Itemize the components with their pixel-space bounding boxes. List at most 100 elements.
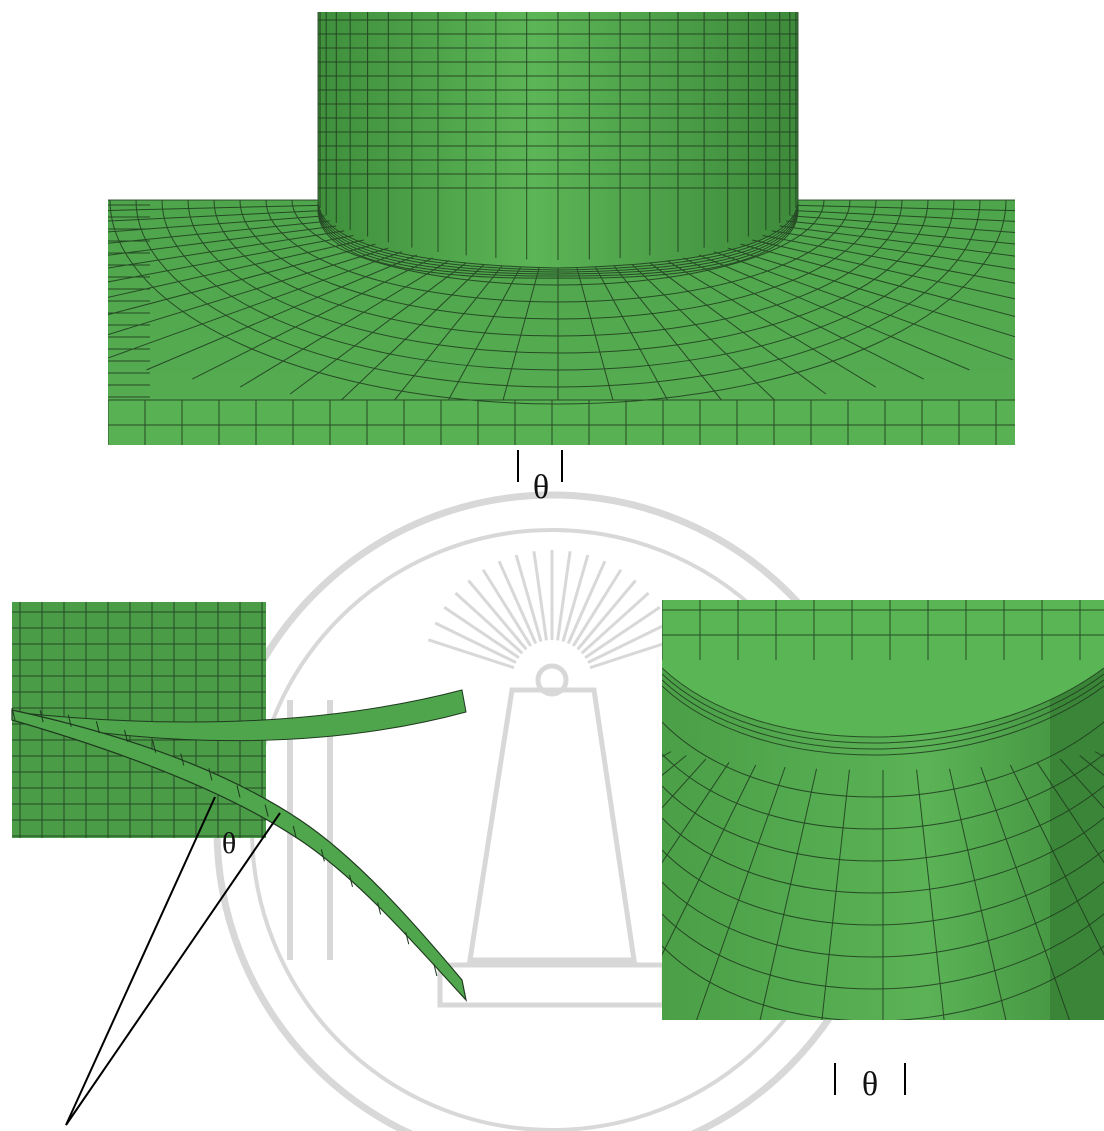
mesh-line [696,766,786,1020]
mesh-line [791,215,1015,233]
mesh-line [108,243,376,316]
mesh-line [180,753,185,766]
mesh-line [613,265,722,401]
mesh-line [320,849,325,862]
watermark-ray [576,579,637,651]
watermark-ray [589,638,677,670]
mesh-line [727,247,1015,338]
mesh-line [1059,758,1104,809]
watermark-ray [571,568,623,647]
mesh-line [752,239,1015,300]
mesh-line [108,251,403,359]
angle-lines [65,796,281,1126]
mesh-line [662,849,1104,926]
mesh-line [662,679,1104,750]
mesh-line [662,817,1104,894]
watermark-ray [561,554,590,642]
mesh-line [762,235,1015,284]
mesh-line [740,243,1015,318]
mesh-line [289,262,467,395]
mesh-line [662,751,672,758]
mesh-line [67,714,72,727]
mesh-line [662,667,1104,738]
mesh-line [405,932,410,945]
watermark-ray [497,560,538,645]
mesh-line [595,266,668,401]
mesh-line [208,768,213,781]
mesh-line [108,220,330,244]
watermark-ray [443,606,520,659]
mesh-line [108,204,319,211]
mesh-line [146,254,418,371]
mesh-line [683,257,924,380]
mesh-line [341,264,485,401]
mesh-line [662,785,1104,862]
mesh-line [502,267,540,401]
mesh-line [576,267,614,401]
mesh-line [759,768,818,1020]
mesh-line [666,260,877,388]
watermark-ray [566,560,607,645]
mesh-line [631,264,775,401]
mesh-line [662,881,1104,958]
watermark-ray [434,621,517,664]
mesh-line [108,215,325,233]
left-mesh-panel [11,602,468,1126]
top-mesh-panel [108,12,1015,445]
mesh-line [662,913,1104,990]
mesh-line [948,768,1007,1020]
mesh-line [394,265,503,401]
mesh-line [108,235,354,283]
mesh-line [236,785,241,798]
watermark-ray [556,551,572,641]
watermark-ray [584,606,661,659]
watermark-ray [481,568,533,647]
mesh-line [662,753,1104,830]
mesh-line [39,710,44,723]
mesh-line [433,963,438,977]
mesh-line [662,762,730,864]
watermark-ray [454,591,524,655]
mesh-line [239,260,450,388]
watermark-ray [580,591,650,655]
mesh-line [662,673,1104,744]
mesh-line [152,740,157,753]
mesh-line [771,230,1015,270]
mesh-line [292,825,297,839]
mesh-line [95,721,100,734]
mesh-line [108,230,345,269]
mesh-line [109,199,1007,405]
mesh-line [1036,762,1104,864]
top-theta-label: θ [533,469,549,506]
watermark-ray [514,554,543,642]
mesh-line [649,262,827,395]
right-mesh-panel [379,600,1104,1020]
mesh-line [124,729,128,742]
mesh-line [980,766,1070,1020]
mesh-line [264,804,269,817]
mesh-line [192,257,433,380]
mesh-line [1009,764,1104,956]
mesh-line [786,220,1015,245]
mesh-line [448,266,521,401]
mesh-line [662,721,1104,798]
theta-brackets [517,450,906,1095]
mesh-line [662,945,1104,1020]
mesh-line [795,210,1015,222]
mesh-line [821,769,850,1020]
watermark-ray [532,551,548,641]
watermark-ray [587,621,670,664]
right-theta-label: θ [862,1066,878,1103]
mesh-line [797,204,1015,212]
mesh-line [779,225,1015,257]
mesh-line [379,747,660,844]
mesh-line [698,254,970,371]
mesh-line [713,251,1013,361]
mesh-line [108,210,321,222]
watermark-ray [467,579,528,651]
mesh-line [662,685,1104,756]
mesh-line [662,764,757,956]
mesh-line [662,758,707,809]
mesh-line [108,239,364,298]
